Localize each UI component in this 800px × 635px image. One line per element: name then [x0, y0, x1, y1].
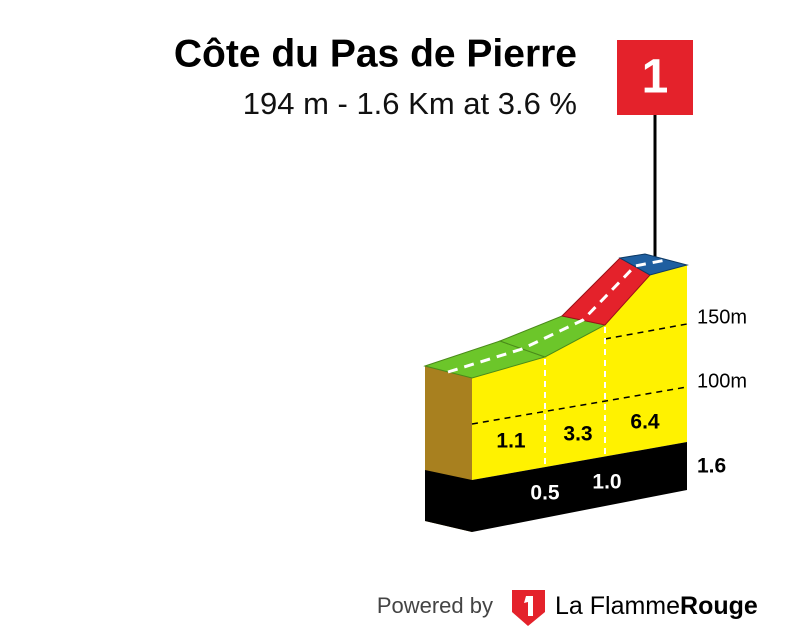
gradient-label: 1.1 [496, 430, 526, 453]
powered-by: Powered by [377, 593, 493, 618]
elevation-line [604, 323, 688, 340]
top-segment [618, 253, 689, 276]
elevation-line [471, 386, 688, 425]
road-centerline [447, 258, 667, 374]
front-face [472, 265, 687, 480]
distance-label: 1.0 [592, 471, 621, 494]
brand-name: La FlammeRouge [555, 592, 758, 620]
climb-title: Côte du Pas de Pierre [174, 32, 577, 75]
base-band [472, 442, 687, 532]
brand-prefix: La Flamme [555, 592, 680, 620]
elevation-label: 100m [697, 370, 747, 392]
distance-label: 1.6 [697, 455, 726, 478]
brand-logo-mark [524, 596, 533, 616]
side-base [425, 470, 472, 532]
climb-subtitle: 194 m - 1.6 Km at 3.6 % [243, 86, 577, 121]
flag [617, 40, 693, 115]
distance-label: 0.5 [530, 482, 560, 505]
gradient-label: 6.4 [630, 411, 660, 434]
elevation-label: 150m [697, 306, 747, 328]
flag-label: 1 [642, 51, 669, 104]
brand-suffix: Rouge [680, 592, 758, 620]
gradient-label: 3.3 [563, 423, 592, 446]
